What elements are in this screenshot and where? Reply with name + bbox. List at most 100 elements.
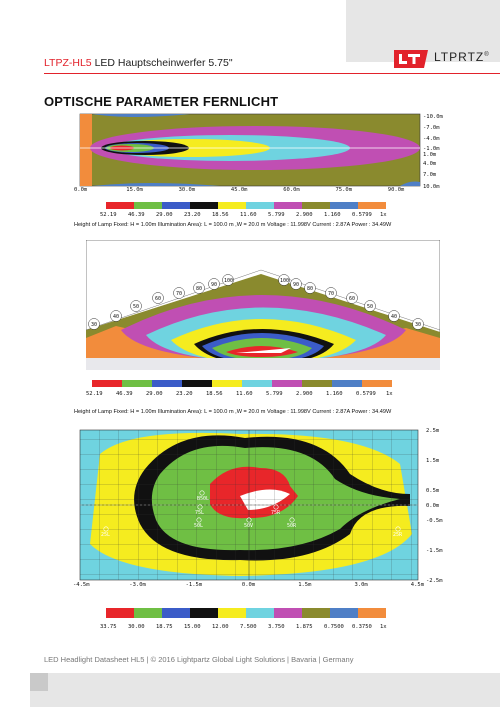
measurement-point — [246, 517, 252, 523]
distance-label: 90 — [293, 282, 299, 288]
measurement-points: B50L BV 75L 75R 50L 50V 50R 25L 25R — [101, 490, 403, 538]
distance-marker — [208, 278, 220, 290]
measurement-point-label: 75R — [271, 510, 281, 516]
measurement-point-label: 25R — [393, 532, 403, 538]
distance-label: 40 — [113, 314, 119, 320]
x-tick-label: 0.0m — [242, 582, 256, 588]
isolux-screen-plot: B50L BV 75L 75R 50L 50V 50R 25L 25R -4.5m -3.0m -1… — [73, 428, 443, 588]
product-name: LED Hauptscheinwerfer 5.75" — [91, 57, 233, 69]
legend-swatch — [274, 608, 302, 618]
legend-bar-3: 33.75 30.00 18.75 15.00 12.00 7.500 3.750 1.875… — [100, 608, 387, 630]
legend-label: 0.5799 — [356, 391, 376, 397]
x-tick-label: -1.5m — [186, 582, 203, 588]
legend-swatch — [358, 608, 386, 618]
legend-swatch — [162, 202, 190, 209]
perspective-road-plot: 30 40 50 60 70 80 90 100 100 90 80 70 60 50 40 30 — [86, 240, 440, 370]
y-tick-label: -1.0m — [423, 146, 440, 152]
legend-swatch — [212, 380, 242, 387]
y-tick-label: -1.5m — [426, 548, 443, 554]
header-divider — [44, 73, 500, 74]
measurement-point — [289, 517, 295, 523]
legend-swatch — [330, 608, 358, 618]
legend-label: 5.799 — [266, 391, 283, 397]
x-tick-labels: -4.5m -3.0m -1.5m 0.0m 1.5m 3.0m 4.5m — [73, 582, 425, 588]
measurement-caption: Height of Lamp Fixed: H = 1.00m Illumina… — [74, 222, 392, 228]
distance-label: 40 — [391, 314, 397, 320]
x-tick-label: 75.0m — [336, 187, 353, 192]
legend-swatch — [218, 608, 246, 618]
distance-label: 50 — [133, 304, 139, 310]
legend-swatch — [362, 380, 392, 387]
legend-label: 1.875 — [296, 624, 313, 630]
legend-swatch — [218, 202, 246, 209]
legend-label: 1x — [380, 624, 387, 630]
measurement-point — [199, 490, 205, 496]
x-tick-label: 90.0m — [388, 187, 405, 192]
y-tick-label: 1.5m — [426, 458, 440, 464]
distance-marker — [193, 282, 205, 294]
x-tick-label: 45.0m — [231, 187, 248, 192]
legend-label: 23.20 — [184, 212, 201, 218]
measurement-point — [196, 517, 202, 523]
legend-swatch — [302, 202, 330, 209]
distance-marker — [278, 274, 290, 286]
x-tick-label: 30.0m — [179, 187, 196, 192]
legend-swatch — [274, 202, 302, 209]
legend-label: 15.00 — [184, 624, 201, 630]
y-tick-label: 1.0m — [423, 152, 437, 158]
legend-swatch — [134, 202, 162, 209]
legend-label: 1x — [386, 391, 393, 397]
distance-label: 50 — [367, 304, 373, 310]
measurement-caption: Height of Lamp Fixed: H = 1.00m Illumina… — [74, 409, 392, 415]
legend-label: 5.799 — [268, 212, 285, 218]
distance-markers: 30 40 50 60 70 80 90 100 100 90 80 70 60 50 40 30 — [88, 274, 424, 330]
distance-marker — [304, 282, 316, 294]
legend-swatch — [190, 608, 218, 618]
x-tick-label: 15.0m — [126, 187, 143, 192]
legend-label: 0.3750 — [352, 624, 372, 630]
legend-label: 1x — [380, 212, 387, 218]
legend-label: 11.60 — [240, 212, 257, 218]
legend-label: 18.56 — [212, 212, 229, 218]
legend-swatch — [152, 380, 182, 387]
legend-swatch — [92, 380, 122, 387]
distance-marker — [173, 287, 185, 299]
y-tick-labels: 2.5m 1.5m 0.5m 0.0m -0.5m -1.5m -2.5m — [426, 428, 443, 584]
measurement-point — [197, 504, 203, 510]
distance-label: 100 — [280, 278, 289, 284]
y-tick-label: -10.0m — [423, 114, 444, 120]
distance-label: 100 — [224, 278, 233, 284]
legend-swatch — [106, 202, 134, 209]
legend-bar-2: 52.19 46.39 29.00 23.20 18.56 11.60 5.799 2.900… — [86, 380, 393, 397]
legend-label: 2.900 — [296, 212, 313, 218]
legend-bar-1: 52.19 46.39 29.00 23.20 18.56 11.60 5.799 2.900… — [100, 202, 387, 218]
isolux-top-view-plot: 0.0m 15.0m 30.0m 45.0m 60.0m 75.0m 90.0m -10.0… — [74, 113, 444, 192]
legend-label: 1.160 — [324, 212, 341, 218]
y-tick-label: -7.0m — [423, 125, 440, 131]
legend-swatch — [182, 380, 212, 387]
distance-label: 90 — [211, 282, 217, 288]
legend-label: 7.500 — [240, 624, 257, 630]
distance-label: 60 — [349, 296, 355, 302]
x-tick-label: 60.0m — [283, 187, 300, 192]
legend-swatch — [330, 202, 358, 209]
legend-label: 3.750 — [268, 624, 285, 630]
distance-label: 30 — [415, 322, 421, 328]
legend-label: 29.00 — [156, 212, 173, 218]
measurement-point — [103, 526, 109, 532]
legend-swatch — [122, 380, 152, 387]
y-tick-label: -2.5m — [426, 578, 443, 584]
y-tick-label: -0.5m — [426, 518, 443, 524]
measurement-point-label: 50R — [287, 523, 297, 529]
legend-swatch — [162, 608, 190, 618]
legend-label: 12.00 — [212, 624, 229, 630]
x-tick-label: 1.5m — [298, 582, 312, 588]
legend-label: 29.00 — [146, 391, 163, 397]
distance-marker — [152, 292, 164, 304]
distance-label: 80 — [196, 286, 202, 292]
y-tick-label: 10.0m — [423, 184, 440, 190]
legend-swatch — [302, 608, 330, 618]
legend-label: 52.19 — [100, 212, 117, 218]
legend-swatch — [332, 380, 362, 387]
measurement-point — [253, 494, 259, 500]
